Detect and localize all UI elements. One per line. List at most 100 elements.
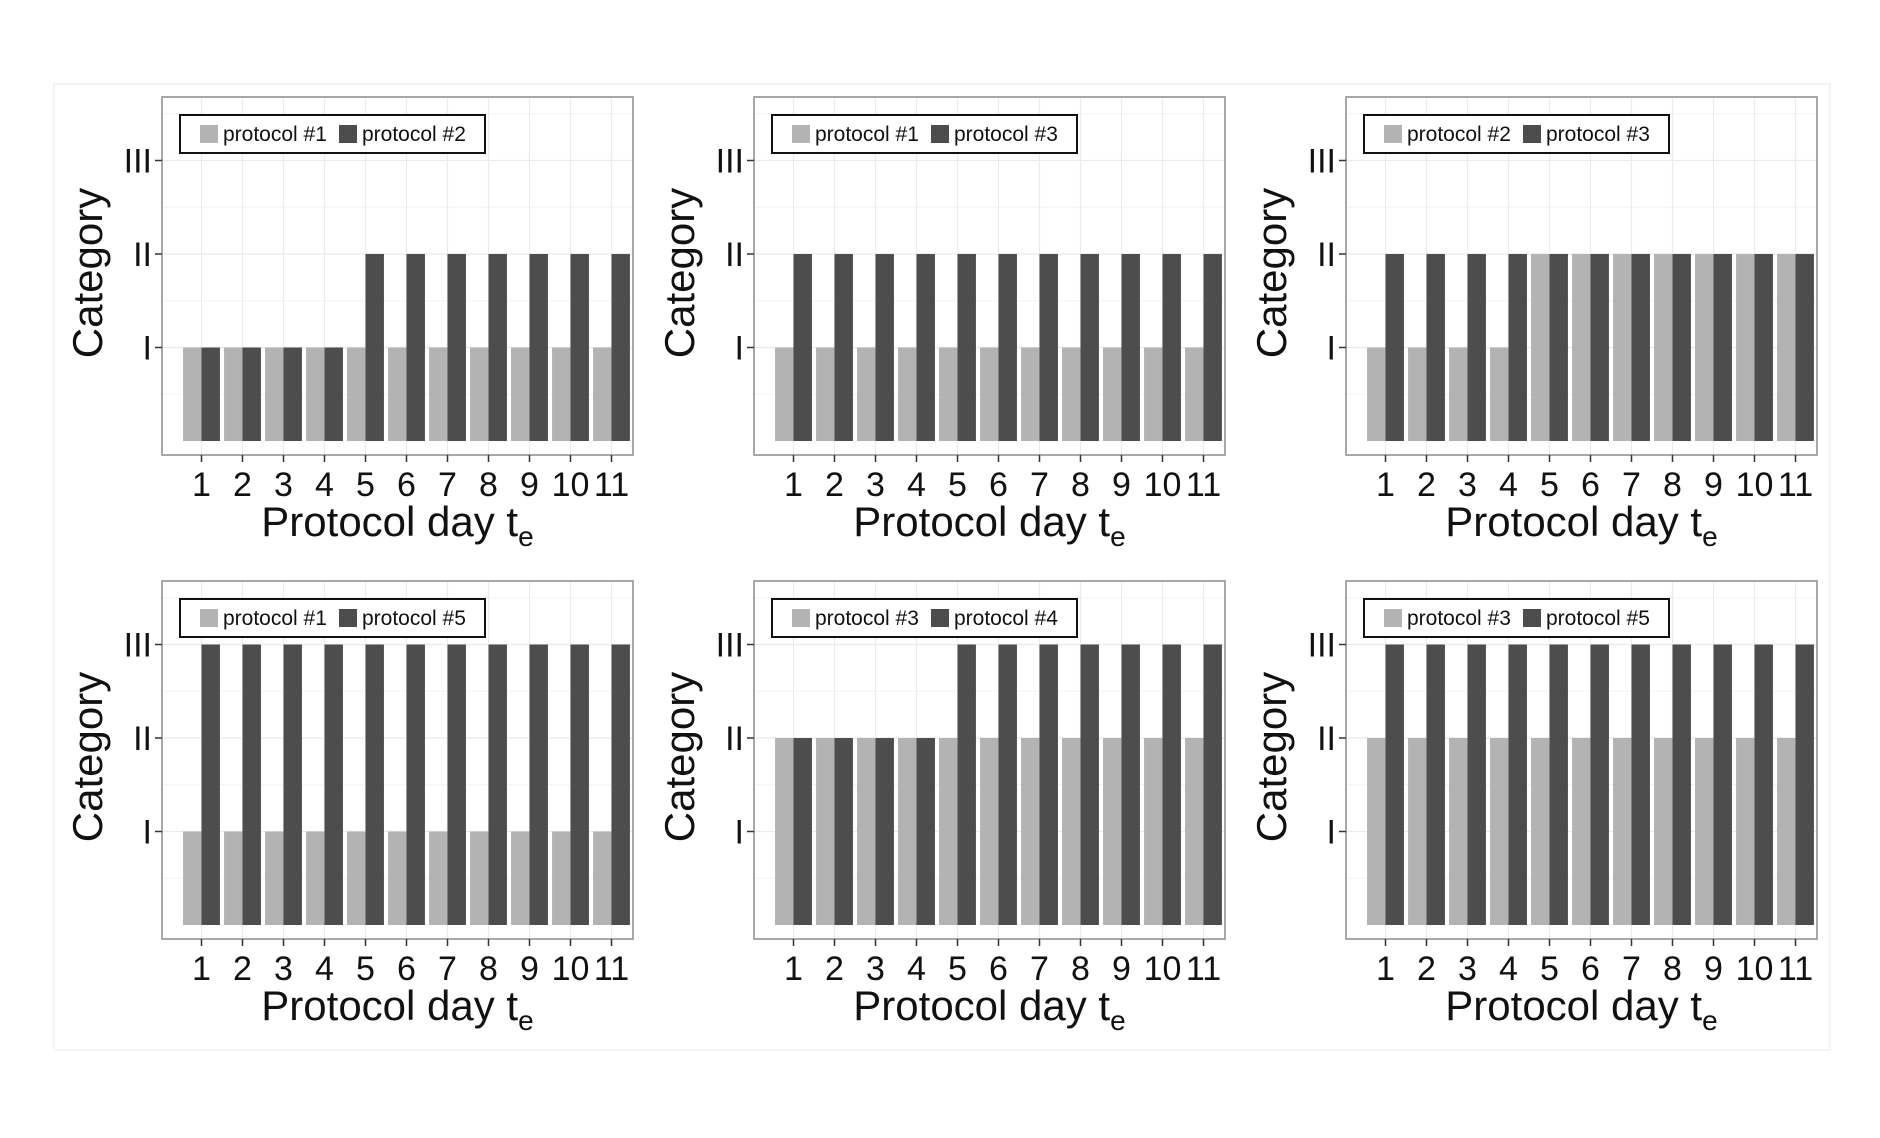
x-tick-label: 2 [233,950,252,988]
legend-swatch [1523,609,1541,627]
bar-protocol-3-day-3 [857,738,876,925]
x-tick-label: 3 [274,950,293,988]
bar-protocol-3-day-8 [1062,738,1081,925]
bar-protocol-3-day-11 [1795,254,1814,441]
bar-protocol-2-day-7 [447,254,466,441]
x-axis-title-subscript: e [518,521,534,552]
bar-protocol-2-day-3 [283,347,302,441]
legend: protocol #1 protocol #5 [179,598,486,638]
x-tick-label: 7 [438,466,457,504]
bar-protocol-2-day-11 [611,254,630,441]
x-tick-label: 7 [438,950,457,988]
bar-protocol-3-day-1 [1385,254,1404,441]
bar-protocol-1-day-10 [1144,347,1163,441]
bar-protocol-5-day-7 [1631,644,1650,925]
x-tick-label: 9 [520,950,539,988]
bar-protocol-1-day-3 [857,347,876,441]
bar-protocol-4-day-6 [998,644,1017,925]
x-tick-label: 10 [1736,466,1774,504]
x-tick-label: 7 [1622,950,1641,988]
x-axis-title-main: Protocol day t [853,982,1110,1029]
x-tick-label: 10 [552,466,590,504]
x-tick-label: 8 [479,950,498,988]
x-tick-label: 3 [1458,950,1477,988]
x-tick-label: 5 [1540,950,1559,988]
bar-protocol-4-day-9 [1121,644,1140,925]
bar-protocol-4-day-3 [875,738,894,925]
x-tick-label: 7 [1622,466,1641,504]
x-tick-label: 6 [1581,950,1600,988]
bar-protocol-5-day-2 [1426,644,1445,925]
x-tick-label: 3 [866,466,885,504]
x-tick-label: 10 [1144,950,1182,988]
legend-label: protocol #1 [815,123,919,146]
x-tick-label: 1 [1376,950,1395,988]
x-tick-label: 8 [1071,466,1090,504]
bar-protocol-3-day-5 [1531,738,1550,925]
y-tick-label: I [735,814,744,852]
x-tick-label: 4 [907,466,926,504]
legend-box [1363,114,1670,154]
x-tick-label: 1 [784,950,803,988]
x-axis-title-main: Protocol day t [261,982,518,1029]
bar-protocol-3-day-6 [998,254,1017,441]
legend: protocol #3 protocol #4 [771,598,1078,638]
bar-protocol-3-day-11 [1185,738,1204,925]
bar-protocol-5-day-10 [1754,644,1773,925]
x-tick-label: 8 [1663,466,1682,504]
y-tick-label: III [124,627,152,665]
legend-swatch [339,125,357,143]
bar-protocol-3-day-3 [1467,254,1486,441]
bar-protocol-3-day-6 [1590,254,1609,441]
legend-swatch [1384,125,1402,143]
bar-protocol-3-day-3 [1449,738,1468,925]
y-tick-label: III [1308,143,1336,181]
legend-swatch [1384,609,1402,627]
bar-protocol-5-day-1 [201,644,220,925]
x-tick-label: 4 [315,466,334,504]
y-tick-label: II [725,720,744,758]
x-tick-label: 11 [1186,950,1221,988]
bar-protocol-2-day-5 [365,254,384,441]
bar-protocol-2-day-6 [406,254,425,441]
bar-protocol-1-day-1 [183,831,202,925]
bar-protocol-3-day-6 [1572,738,1591,925]
bar-protocol-2-day-4 [1490,347,1509,441]
legend-label: protocol #5 [362,607,466,630]
x-tick-label: 11 [1778,950,1813,988]
y-tick-label: II [133,236,152,274]
y-tick-label: III [124,143,152,181]
bar-protocol-2-day-2 [1408,347,1427,441]
bar-protocol-3-day-10 [1754,254,1773,441]
bar-protocol-1-day-9 [511,831,530,925]
x-axis-title: Protocol day te [261,982,533,1036]
bar-protocol-1-day-11 [593,347,612,441]
bar-protocol-1-day-3 [265,831,284,925]
bar-protocol-2-day-10 [1736,254,1755,441]
y-tick-label: I [1327,814,1336,852]
legend-swatch [792,125,810,143]
x-tick-label: 2 [233,466,252,504]
bar-protocol-2-day-9 [1695,254,1714,441]
y-tick-label: III [716,627,744,665]
bar-protocol-5-day-8 [488,644,507,925]
bar-protocol-5-day-3 [283,644,302,925]
x-axis-title-subscript: e [1702,1005,1718,1036]
x-axis-title: Protocol day te [1445,498,1717,552]
y-tick-label: III [716,143,744,181]
bar-protocol-1-day-4 [306,347,325,441]
x-tick-label: 10 [1144,466,1182,504]
panel-border [753,580,1226,940]
y-tick-label: II [133,720,152,758]
bar-protocol-4-day-10 [1162,644,1181,925]
legend-label: protocol #3 [1407,607,1511,630]
bar-protocol-2-day-3 [1449,347,1468,441]
bar-protocol-2-day-2 [242,347,261,441]
x-tick-label: 1 [192,950,211,988]
bar-protocol-2-day-8 [1654,254,1673,441]
bar-protocol-1-day-9 [511,347,530,441]
